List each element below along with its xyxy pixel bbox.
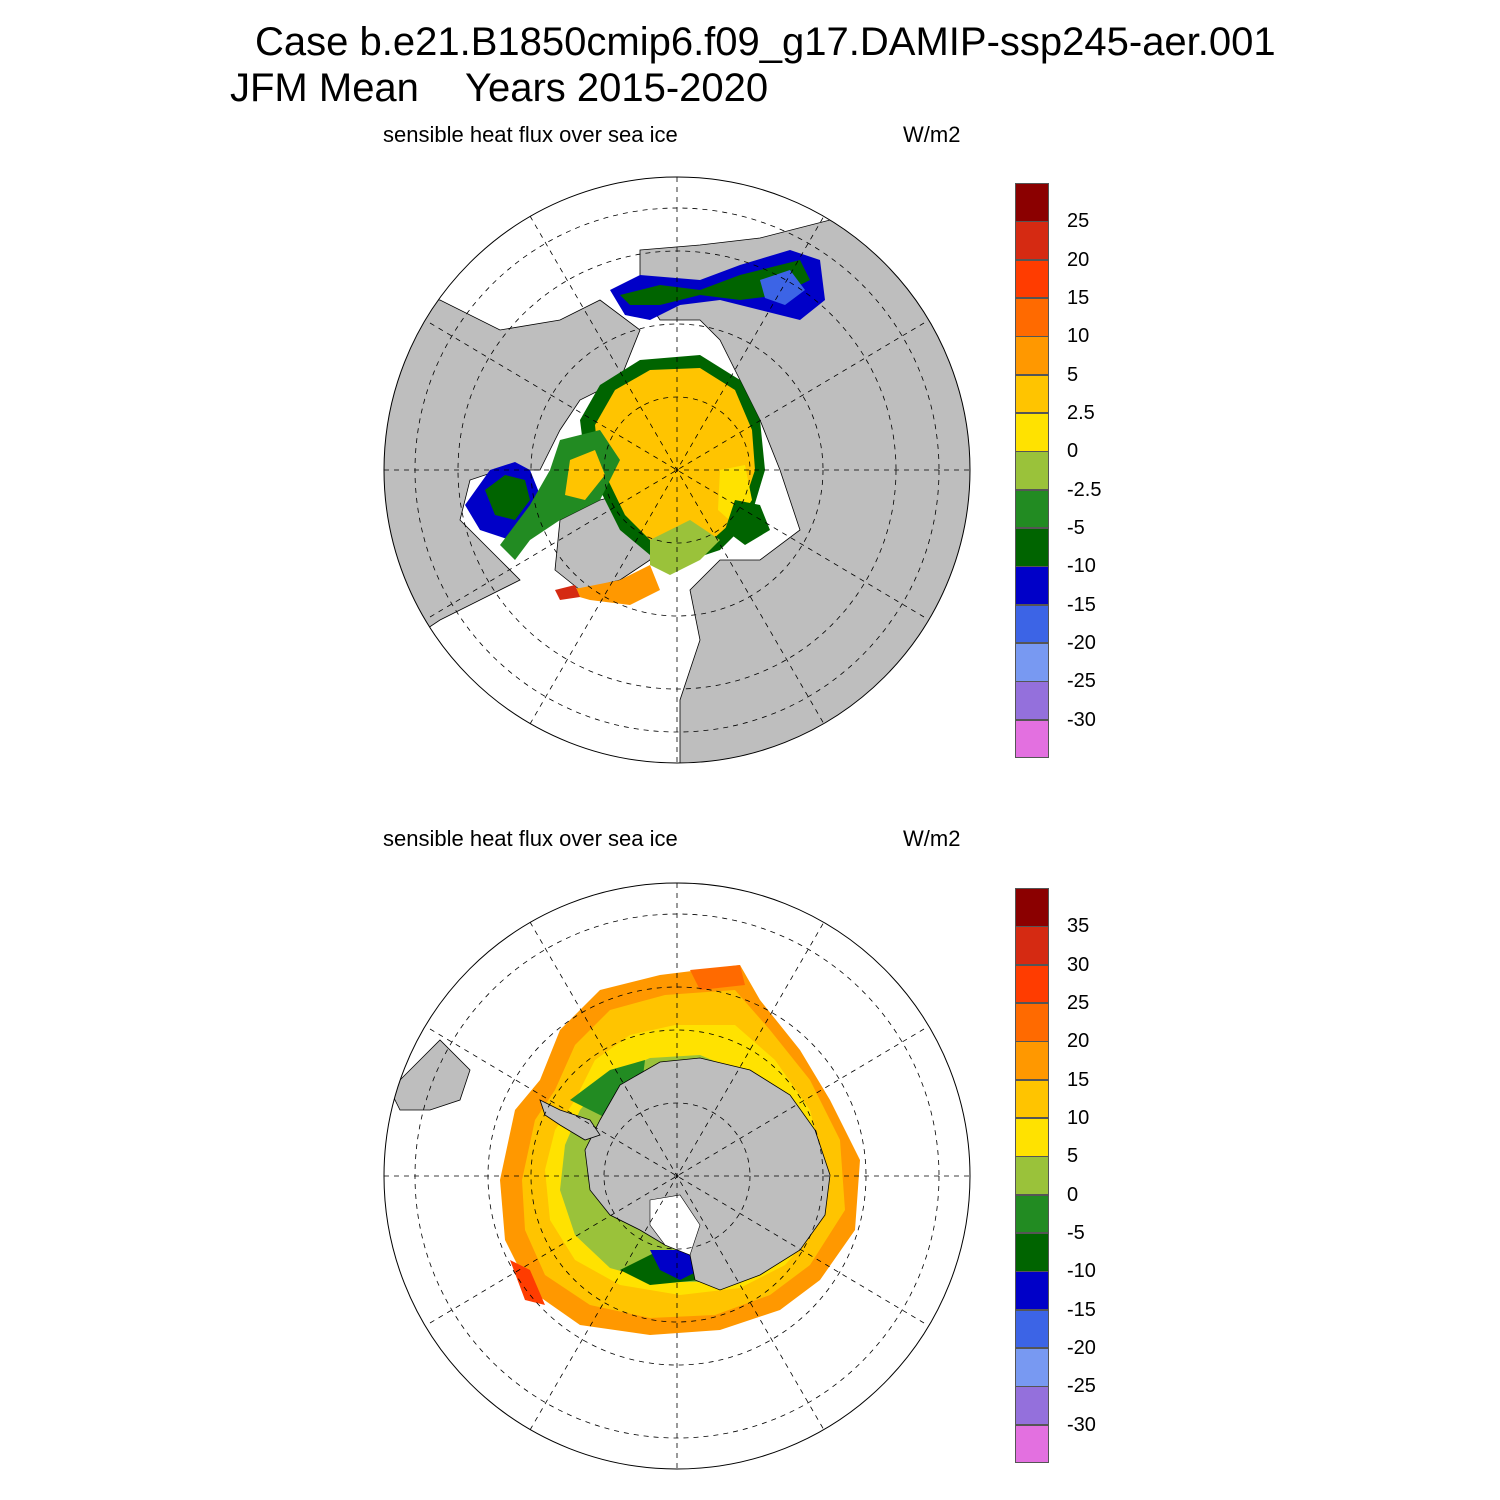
north-units-label: W/m2 [903,122,961,147]
south-colorbar-label: 25 [1067,992,1090,1014]
south-colorbar-swatch [1015,1233,1049,1272]
north-colorbar-swatch [1015,719,1049,759]
south-colorbar-swatch [1015,1348,1049,1387]
south-units-label: W/m2 [903,826,961,851]
south-variable-label: sensible heat flux over sea ice [383,826,678,851]
north-colorbar-label: 2.5 [1067,402,1095,424]
north-colorbar-swatch [1015,259,1049,299]
ross-ice-shelf [649,1194,701,1256]
north-colorbar-swatch [1015,183,1049,222]
south-colorbar-label: -5 [1067,1222,1085,1244]
north-colorbar-swatch [1015,643,1049,682]
south-colorbar-label: 15 [1067,1068,1090,1091]
south-colorbar-swatch [1015,1386,1049,1426]
north-colorbar-label: 10 [1067,325,1090,348]
season-label: JFM Mean [230,66,419,110]
south-colorbar-swatch [1015,1041,1049,1081]
ice-greenland-margin [555,565,660,605]
south-colorbar-swatch [1015,888,1049,927]
north-colorbar-label: -30 [1067,708,1096,731]
south-colorbar-swatch [1015,1079,1049,1119]
south-colorbar-label: 30 [1067,953,1090,976]
north-colorbar-swatch [1015,566,1049,606]
south-colorbar-label: 0 [1067,1183,1079,1206]
ice-barents-fringe [650,520,720,575]
north-colorbar-label: 20 [1067,248,1090,271]
south-colorbar-swatch [1015,964,1049,1004]
south-colorbar-label: 35 [1067,915,1090,938]
north-variable-label: sensible heat flux over sea ice [383,122,678,147]
north-colorbar-swatch [1015,374,1049,414]
north-colorbar-label: 5 [1067,363,1079,386]
north-polar-map [383,176,971,764]
south-colorbar-label: -15 [1067,1298,1096,1321]
south-colorbar-swatch [1015,1309,1049,1349]
north-colorbar-label: -15 [1067,593,1096,616]
south-colorbar-swatch [1015,1156,1049,1196]
case-title: Case b.e21.B1850cmip6.f09_g17.DAMIP-ssp2… [255,20,1276,64]
south-colorbar-swatch [1015,1118,1049,1157]
south-graticule [384,883,970,1469]
years-label: Years 2015-2020 [464,66,769,110]
land-antarctic-peninsula [539,1099,601,1141]
period-title: JFM Mean Years 2015-2020 [230,66,768,110]
north-colorbar-label: -5 [1067,517,1085,539]
south-colorbar: 35 30 25 20 15 10 5 0 -5 -10 -15 -20 -25 -30 [1010,888,1100,1464]
south-colorbar-swatch [1015,1194,1049,1234]
north-colorbar-label: -2.5 [1067,478,1102,501]
north-graticule [384,177,970,763]
north-colorbar-swatch [1015,528,1049,567]
north-colorbar-label: -20 [1067,632,1096,654]
south-colorbar-label: 5 [1067,1145,1079,1168]
north-colorbar: 25 20 15 10 5 2.5 0 -2.5 -5 -10 -15 -20 -25 -30 [1010,183,1102,759]
north-colorbar-swatch [1015,681,1049,721]
south-colorbar-swatch [1015,1424,1049,1464]
north-colorbar-swatch [1015,336,1049,376]
north-colorbar-label: 25 [1067,210,1090,233]
north-colorbar-swatch [1015,489,1049,529]
south-colorbar-label: 10 [1067,1107,1090,1129]
north-colorbar-label: -25 [1067,670,1096,693]
south-colorbar-label: -10 [1067,1260,1096,1283]
land-antarctica [584,1057,831,1291]
north-colorbar-swatch [1015,413,1049,452]
south-polar-map [383,882,971,1470]
south-colorbar-label: -25 [1067,1375,1096,1398]
north-colorbar-swatch [1015,298,1049,337]
north-colorbar-label: 15 [1067,287,1090,309]
south-colorbar-swatch [1015,926,1049,966]
land-south-america [389,1039,471,1111]
south-colorbar-label: -30 [1067,1413,1096,1436]
north-colorbar-label: -10 [1067,555,1096,578]
north-colorbar-swatch [1015,604,1049,644]
north-colorbar-label: 0 [1067,440,1079,463]
south-colorbar-label: 20 [1067,1030,1090,1053]
south-colorbar-swatch [1015,1003,1049,1042]
south-colorbar-swatch [1015,1271,1049,1311]
north-colorbar-swatch [1015,221,1049,261]
south-colorbar-label: -20 [1067,1337,1096,1359]
north-colorbar-swatch [1015,451,1049,491]
